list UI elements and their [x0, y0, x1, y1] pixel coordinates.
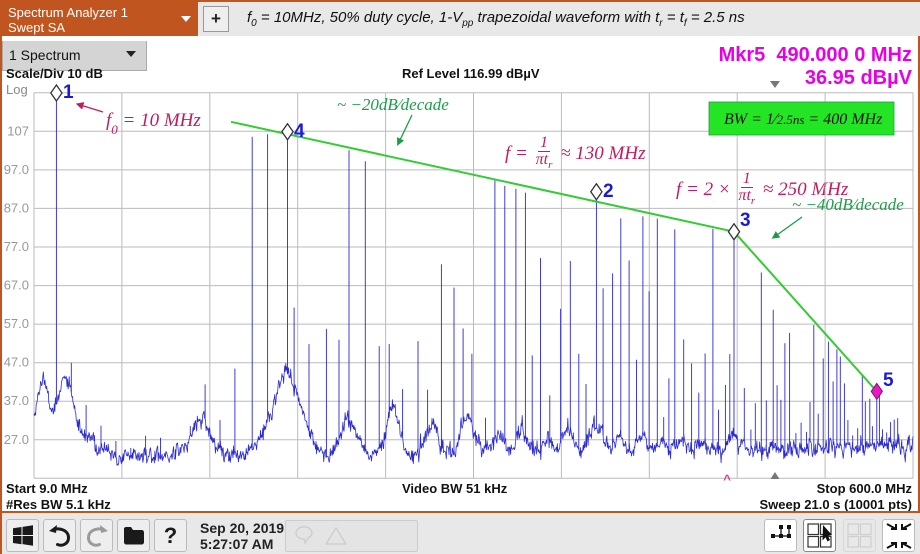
svg-text:BW = 1⁄2.5ns = 400 MHz: BW = 1⁄2.5ns = 400 MHz — [724, 111, 883, 128]
svg-text:67.0: 67.0 — [4, 278, 29, 293]
svg-text:57.0: 57.0 — [4, 316, 29, 331]
svg-text:4: 4 — [294, 121, 305, 142]
svg-text:2: 2 — [603, 181, 614, 202]
svg-text:37.0: 37.0 — [4, 393, 29, 408]
svg-text:47.0: 47.0 — [4, 355, 29, 370]
svg-text:1: 1 — [63, 82, 74, 103]
svg-text:f0 = 10 MHz: f0 = 10 MHz — [106, 110, 201, 137]
svg-text:^: ^ — [723, 472, 731, 487]
svg-text:5: 5 — [883, 370, 894, 391]
svg-text:87.0: 87.0 — [4, 201, 29, 216]
svg-text:~ −20dB⁄decade: ~ −20dB⁄decade — [337, 95, 449, 114]
svg-text:~ −40dB⁄decade: ~ −40dB⁄decade — [792, 195, 904, 214]
svg-text:77.0: 77.0 — [4, 239, 29, 254]
svg-text:3: 3 — [740, 210, 751, 231]
svg-text:107: 107 — [7, 124, 29, 139]
svg-text:97.0: 97.0 — [4, 162, 29, 177]
svg-text:27.0: 27.0 — [4, 432, 29, 447]
